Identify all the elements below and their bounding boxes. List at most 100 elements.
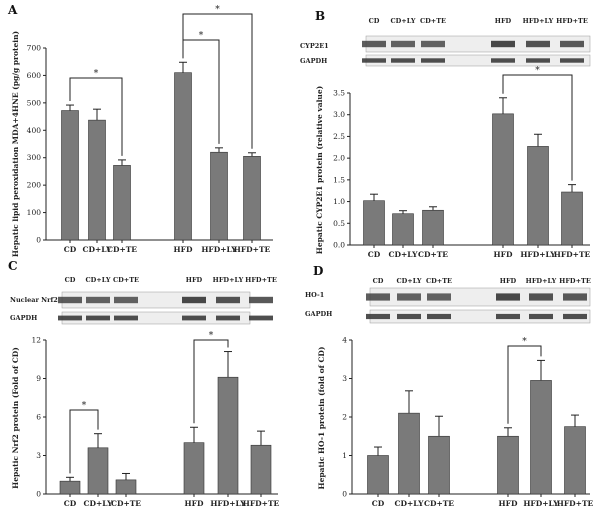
blot-band <box>366 313 390 320</box>
x-tick-label: CD <box>372 499 385 508</box>
significance-star: * <box>199 31 204 41</box>
blot-band <box>526 58 550 63</box>
lane-label: HFD+TE <box>556 17 588 25</box>
lane-label: CD+TE <box>420 17 446 25</box>
y-tick-label: 0 <box>342 490 347 499</box>
y-axis-label: Hepatic Nrf2 protein (Fold of CD) <box>11 347 20 489</box>
bar-hfd-te <box>250 444 272 495</box>
x-tick-label: HFD+LY <box>520 250 556 259</box>
western-blot: HO-1 GAPDH CD CD+LY CD+TE HFD HFD+LY HFD+TE <box>305 277 591 324</box>
bar-hfd <box>174 72 192 241</box>
lane-label: CD+TE <box>113 276 139 284</box>
blot-label-target: Nuclear Nrf2 <box>10 296 58 304</box>
significance-star: * <box>82 401 87 411</box>
y-tick-label: 300 <box>27 153 42 162</box>
lane-label: CD+TE <box>426 277 452 285</box>
x-tick-label: HFD <box>494 250 513 259</box>
lane-label: HFD+LY <box>526 277 557 285</box>
blot-band <box>563 293 587 301</box>
blot-band <box>391 40 415 48</box>
significance-star: * <box>522 337 527 347</box>
blot-band <box>496 313 520 320</box>
blot-band <box>114 296 138 304</box>
lane-label: CD+LY <box>390 17 415 25</box>
x-tick-label: CD+TE <box>424 499 454 508</box>
y-tick-label: 3 <box>36 451 41 460</box>
y-tick-label: 1.5 <box>333 175 345 184</box>
bar-cd-ly <box>398 412 420 495</box>
significance-star: * <box>209 331 214 341</box>
blot-band <box>216 296 240 304</box>
x-tick-label: CD+LY <box>83 245 113 254</box>
blot-band <box>427 313 451 320</box>
bar-hfd-ly <box>530 380 552 495</box>
blot-band <box>182 315 206 321</box>
x-tick-label: CD <box>368 250 381 259</box>
blot-band <box>366 293 390 301</box>
y-tick-label: 2.5 <box>333 132 345 141</box>
bar-cd <box>367 455 389 495</box>
x-tick-label: CD <box>64 245 77 254</box>
y-tick-label: 12 <box>31 336 41 345</box>
blot-band <box>58 296 82 304</box>
blot-band <box>421 58 445 63</box>
lane-label: HFD+TE <box>245 276 277 284</box>
blot-band <box>249 296 273 304</box>
lane-label: CD <box>369 17 380 25</box>
blot-band <box>182 296 206 304</box>
bar-hfd-te <box>561 191 583 246</box>
y-tick-label: 0.5 <box>333 219 345 228</box>
x-tick-label: CD+TE <box>107 245 137 254</box>
bar-hfd-ly <box>527 146 549 246</box>
blot-band <box>397 313 421 320</box>
y-tick-label: 700 <box>27 44 42 53</box>
y-tick-label: 3 <box>342 374 347 383</box>
significance-star: * <box>94 69 99 79</box>
blot-band <box>391 58 415 63</box>
bar-hfd <box>183 442 205 495</box>
y-tick-label: 2.0 <box>333 154 345 163</box>
y-tick-label: 3.5 <box>333 89 345 98</box>
blot-label-target: CYP2E1 <box>300 42 329 50</box>
x-tick-label: CD+LY <box>395 499 425 508</box>
bar-hfd-ly <box>210 151 228 241</box>
blot-band <box>560 58 584 63</box>
bar-cd-ly <box>88 119 106 241</box>
panel-label: C <box>8 259 18 273</box>
x-tick-label: HFD+TE <box>557 499 594 508</box>
blot-band <box>397 293 421 301</box>
western-blot: CYP2E1 GAPDH CD CD+LY CD+TE HFD HFD+LY HFD+TE <box>300 17 591 67</box>
blot-band <box>362 58 386 63</box>
lane-label: HFD+LY <box>523 17 554 25</box>
lane-label: HFD <box>495 17 512 25</box>
lane-label: CD+LY <box>85 276 110 284</box>
blot-band <box>491 40 515 48</box>
y-axis-label: Hepatic HO-1 protein (fold of CD) <box>317 347 326 490</box>
blot-band <box>560 40 584 48</box>
panel-label: D <box>313 264 323 278</box>
y-tick-label: 9 <box>36 374 41 383</box>
x-tick-label: CD+TE <box>111 499 141 508</box>
panel-label: A <box>7 3 18 17</box>
y-tick-label: 600 <box>27 71 42 80</box>
x-tick-label: HFD+TE <box>234 245 271 254</box>
blot-band <box>496 293 520 301</box>
significance-star: * <box>535 66 540 76</box>
y-tick-label: 3.0 <box>333 110 345 119</box>
blot-band <box>563 313 587 320</box>
y-axis-label: Hepatic lipid peroxidation MDA+4HNE (pg/… <box>11 31 20 257</box>
panel-label: B <box>315 9 325 23</box>
x-tick-label: CD+TE <box>418 250 448 259</box>
y-tick-label: 1 <box>342 451 347 460</box>
y-tick-label: 0.0 <box>333 241 345 250</box>
western-blot: Nuclear Nrf2 GAPDH CD CD+LY CD+TE HFD HFD+LY HF… <box>10 276 277 325</box>
blot-band <box>86 296 110 304</box>
panel-a: A 0 100 200 300 400 500 600 700 Hepatic lipid per… <box>7 3 273 257</box>
blot-band <box>86 315 110 321</box>
bar-hfd-te <box>243 156 261 241</box>
blot-band <box>526 40 550 48</box>
x-tick-label: HFD+LY <box>210 499 246 508</box>
